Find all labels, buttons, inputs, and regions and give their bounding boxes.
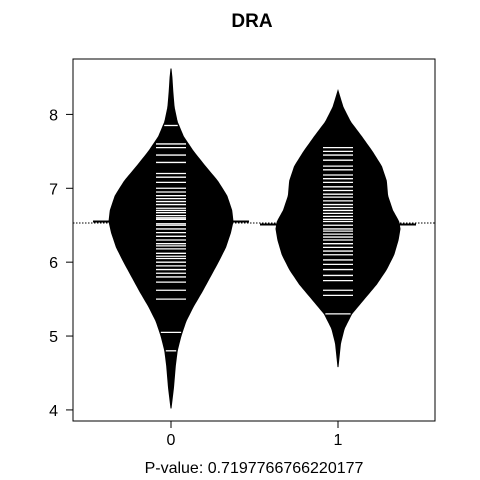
y-tick-label: 7 — [49, 181, 58, 198]
bean-1 — [260, 89, 416, 368]
y-tick-label: 6 — [49, 255, 58, 272]
y-tick-label: 4 — [49, 403, 58, 420]
bean-0 — [93, 68, 249, 409]
x-tick-label: 0 — [167, 432, 176, 449]
y-tick-label: 8 — [49, 107, 58, 124]
bean-density-0 — [108, 68, 234, 409]
x-axis-label: P-value: 0.7197766766220177 — [145, 460, 364, 477]
plot-content — [73, 68, 435, 409]
y-axis: 4 5 6 7 8 — [49, 107, 74, 420]
chart-title: DRA — [231, 11, 272, 32]
x-tick-label: 1 — [334, 432, 343, 449]
y-tick-label: 5 — [49, 329, 58, 346]
